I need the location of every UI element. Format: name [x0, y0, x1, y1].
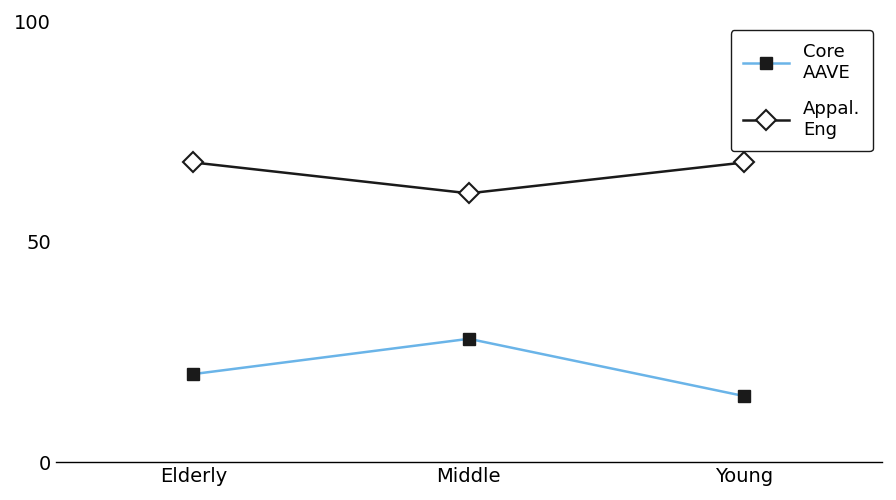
Legend: Core
AAVE, Appal.
Eng: Core AAVE, Appal. Eng — [731, 30, 873, 152]
